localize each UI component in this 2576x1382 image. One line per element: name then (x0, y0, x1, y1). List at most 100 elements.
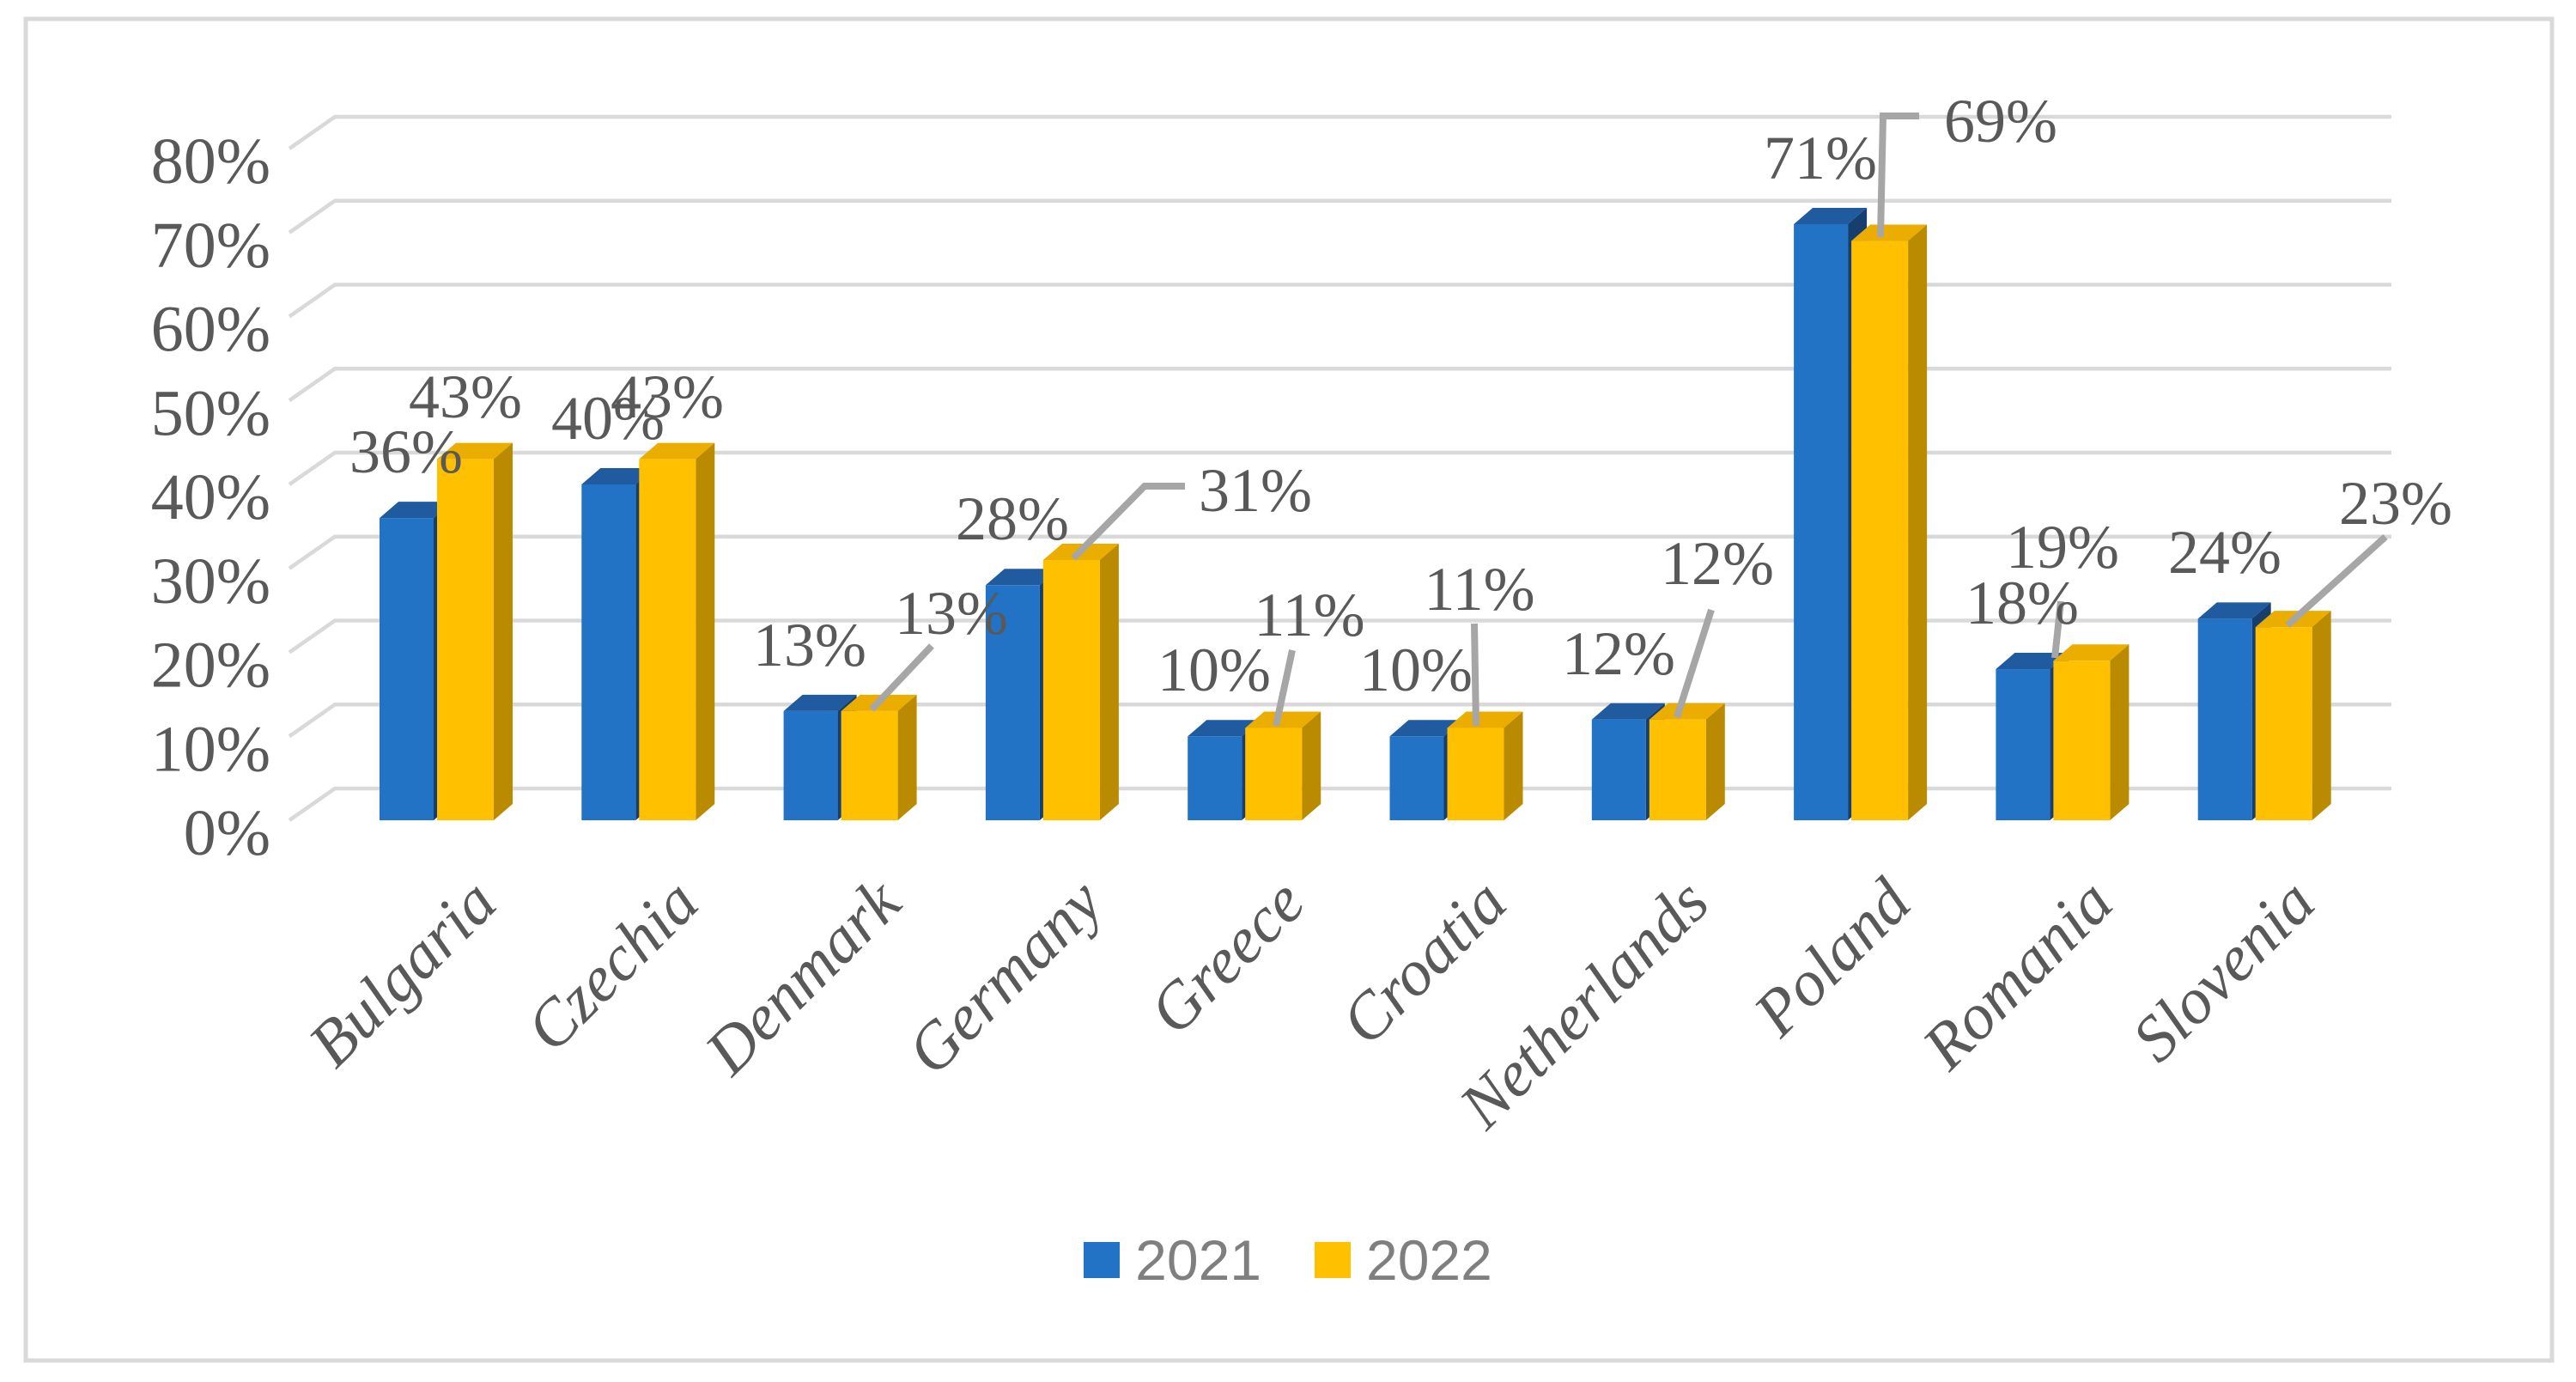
bar-2021-top (1996, 653, 2069, 670)
leader-line (1471, 623, 1479, 727)
legend-label-2022: 2022 (1366, 1228, 1492, 1292)
y-tick-label: 0% (184, 797, 270, 869)
data-label-2022: 43% (611, 362, 724, 431)
bar-2022-side (1099, 543, 1119, 820)
data-label-2022: 43% (409, 362, 522, 431)
bar-2021 (581, 484, 636, 820)
bar-2021 (1794, 223, 1849, 821)
leader-line (2051, 600, 2064, 659)
bar-2021 (1188, 736, 1242, 820)
y-tick-label: 80% (151, 125, 270, 198)
bar-2021-top (985, 569, 1059, 586)
bar-2022 (1649, 719, 1706, 820)
bar-2022 (841, 710, 898, 820)
bar-group-romania (1996, 644, 2129, 820)
data-label-2021: 24% (2168, 518, 2281, 587)
legend-swatch-2022-icon (1315, 1242, 1351, 1278)
bar-2021-top (783, 694, 857, 711)
bar-2022-top (1447, 711, 1523, 728)
bar-2022-side (1908, 224, 1928, 820)
gridline (288, 450, 2391, 486)
bar-2021-top (1188, 720, 1261, 737)
bar-group-czechia (581, 442, 715, 820)
bar-2022-side (2312, 611, 2331, 820)
data-label-2022: 69% (1944, 87, 2057, 155)
leader-line (1877, 113, 1919, 238)
bar-2022-side (696, 442, 715, 820)
data-label-2021: 10% (1157, 636, 1271, 704)
x-category-label: Denmark (691, 865, 915, 1089)
data-label-2021: 18% (1965, 569, 2079, 637)
bar-2021 (380, 518, 434, 820)
y-tick-label: 40% (151, 461, 270, 533)
data-labels: 36% 40% 13% 28% 10% 10% 12% 71% 18% 24% 43% 43% 13% 3… (349, 87, 2452, 704)
gridline (288, 198, 2391, 234)
leader-line (2285, 534, 2388, 628)
data-label-2021: 28% (956, 484, 1069, 553)
x-category-label: Romania (1908, 866, 2126, 1084)
bar-2021-top (2197, 602, 2271, 619)
bar-2021 (985, 585, 1040, 820)
chart-legend: 2021 2022 (0, 1232, 2576, 1288)
bar-2022 (2053, 661, 2111, 820)
legend-label-2021: 2021 (1135, 1228, 1261, 1292)
leader-line (1273, 649, 1296, 727)
bars (380, 207, 2331, 821)
data-label-2022: 12% (1661, 529, 1774, 598)
bar-2022 (2255, 627, 2312, 820)
legend-item-2021: 2021 (1084, 1232, 1261, 1288)
y-tick-label: 70% (151, 210, 270, 282)
bar-2022 (1042, 559, 1100, 820)
data-label-2021: 10% (1359, 636, 1473, 704)
bar-2022-top (1851, 224, 1928, 241)
bar-group-netherlands (1591, 703, 1725, 820)
bar-group-croatia (1389, 711, 1523, 820)
bar-2022-side (494, 442, 513, 820)
x-category-label: Croatia (1327, 866, 1521, 1059)
y-tick-label: 60% (151, 294, 270, 366)
bar-group-poland (1794, 207, 1928, 821)
gridline (288, 367, 2391, 403)
data-label-2021: 36% (349, 417, 463, 486)
gridline (288, 534, 2391, 570)
bar-2022 (1245, 728, 1303, 820)
x-category-label: Greece (1136, 866, 1319, 1049)
gridline (288, 283, 2391, 319)
data-label-2021: 71% (1764, 124, 1877, 192)
bar-2021-top (581, 468, 655, 484)
bar-2022 (639, 459, 696, 820)
bar-2021-top (1794, 207, 1868, 224)
bar-2022-side (1504, 711, 1523, 820)
bar-2022-top (437, 442, 513, 460)
bar-group-slovenia (2197, 602, 2331, 820)
legend-item-2022: 2022 (1315, 1232, 1492, 1288)
bar-2022-top (639, 442, 715, 460)
data-label-2022: 31% (1199, 456, 1312, 525)
data-label-2021: 12% (1562, 619, 1675, 688)
y-tick-label: 20% (151, 630, 270, 702)
bar-2021-top (380, 502, 453, 519)
y-tick-label: 10% (151, 713, 270, 785)
bar-2021-top (1389, 720, 1463, 737)
x-category-label: Slovenia (2118, 866, 2328, 1075)
x-category-label: Bulgaria (295, 866, 510, 1081)
bar-2021 (1591, 719, 1646, 820)
bar-2022 (1851, 240, 1909, 820)
bar-2022 (437, 459, 494, 820)
bar-2022-side (1302, 711, 1321, 820)
label-leader-lines (869, 113, 2388, 727)
data-label-2021: 13% (753, 611, 866, 679)
x-category-label: Germany (894, 865, 1117, 1088)
data-label-2022: 13% (895, 579, 1008, 648)
x-category-label: Poland (1740, 865, 1925, 1050)
x-category-label: Czechia (513, 866, 713, 1066)
legend-swatch-2021-icon (1084, 1242, 1121, 1278)
bar-2022-top (1245, 711, 1321, 728)
chart-border (23, 16, 2555, 1363)
bar-group-germany (985, 543, 1119, 820)
leader-line (869, 643, 934, 712)
bar-2022-side (1705, 703, 1725, 820)
